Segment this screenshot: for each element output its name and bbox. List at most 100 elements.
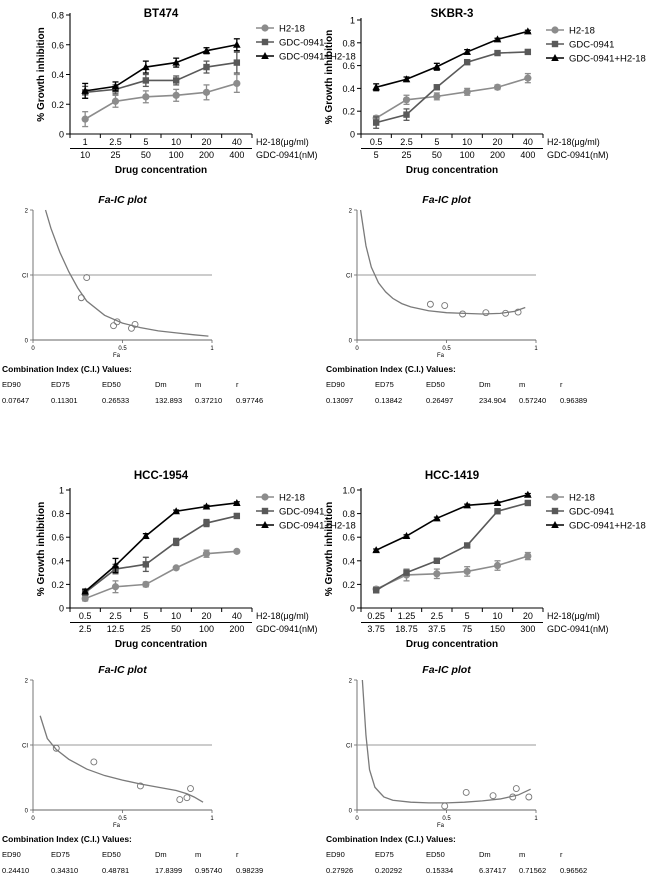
y-tick-label: 0 bbox=[59, 130, 64, 140]
x-tick-label: 0 bbox=[355, 346, 359, 352]
y-tick-label: 0.8 bbox=[51, 509, 64, 519]
data-point-gdc bbox=[524, 499, 532, 507]
ci-value: 0.26497 bbox=[426, 396, 453, 405]
x-axis-label: Drug concentration bbox=[115, 165, 207, 176]
ci-column-m: m bbox=[195, 380, 201, 389]
series-line-combo bbox=[84, 502, 237, 593]
legend-label-gdc: GDC-0941 bbox=[569, 40, 614, 51]
data-point-gdc bbox=[172, 538, 180, 546]
chart-title: HCC-1419 bbox=[425, 470, 479, 482]
row-label-h2: H2-18(μg/ml) bbox=[547, 611, 600, 621]
x-category-h2: 40 bbox=[232, 137, 242, 147]
x-category-h2: 0.25 bbox=[367, 611, 385, 621]
legend-label-combo: GDC-0941+H2-18 bbox=[279, 521, 356, 532]
x-category-h2: 10 bbox=[492, 611, 502, 621]
ci-data-point bbox=[136, 782, 144, 790]
y-tick-label: 0.4 bbox=[342, 556, 355, 566]
x-category-gdc: 5 bbox=[374, 150, 379, 160]
legend-label-combo: GDC-0941+H2-18 bbox=[569, 54, 646, 65]
ci-value: 0.20292 bbox=[375, 866, 402, 875]
x-category-gdc: 25 bbox=[401, 150, 411, 160]
data-point-combo bbox=[202, 502, 211, 510]
x-category-gdc: 100 bbox=[460, 150, 475, 160]
ci-column-ed75: ED75 bbox=[375, 850, 394, 859]
ci-data-point bbox=[441, 802, 449, 810]
data-point-h2 bbox=[111, 583, 120, 591]
data-point-combo bbox=[111, 82, 120, 90]
data-point-h2 bbox=[81, 115, 89, 123]
ci-value: 0.27926 bbox=[326, 866, 353, 875]
data-point-h2 bbox=[493, 83, 502, 91]
data-point-gdc bbox=[142, 77, 150, 84]
data-point-combo bbox=[524, 27, 532, 35]
x-tick-label: 0.5 bbox=[442, 346, 451, 352]
ci-value: 0.15334 bbox=[426, 866, 453, 875]
legend-marker-combo bbox=[261, 52, 269, 59]
y-tick-label: 2 bbox=[25, 209, 29, 215]
data-point-combo bbox=[142, 63, 150, 71]
y-tick-label: 0.2 bbox=[342, 107, 355, 117]
ci-column-r: r bbox=[236, 380, 239, 389]
data-point-gdc bbox=[142, 561, 150, 568]
ci-data-point bbox=[514, 308, 522, 316]
x-category-gdc: 10 bbox=[80, 150, 90, 160]
x-tick-label: 1 bbox=[534, 346, 538, 352]
x-category-h2: 1 bbox=[83, 137, 88, 147]
x-category-h2: 1.25 bbox=[398, 611, 416, 621]
y-tick-label: CI bbox=[346, 274, 352, 280]
y-tick-label: 1.0 bbox=[342, 486, 355, 496]
ci-table: Combination Index (C.I.) Values: ED90 ED75… bbox=[2, 834, 263, 875]
x-tick-label: 1 bbox=[210, 816, 214, 822]
data-point-combo bbox=[463, 501, 471, 509]
x-category-gdc: 200 bbox=[490, 150, 505, 160]
row-label-gdc: GDC-0941(nM) bbox=[256, 150, 318, 160]
data-point-combo bbox=[433, 62, 441, 70]
row-label-h2: H2-18(μg/ml) bbox=[256, 137, 309, 147]
data-point-gdc bbox=[463, 542, 471, 549]
data-point-gdc bbox=[403, 111, 410, 118]
x-category-h2: 20 bbox=[523, 611, 533, 621]
y-tick-label: 1 bbox=[59, 486, 64, 496]
median-effect-curve bbox=[361, 679, 531, 804]
ci-heading: Combination Index (C.I.) Values: bbox=[2, 834, 132, 844]
data-point-combo bbox=[433, 514, 441, 522]
ci-value: 17.8399 bbox=[155, 866, 182, 875]
fa-x-label: Fa bbox=[437, 353, 445, 359]
x-axis-label: Drug concentration bbox=[406, 639, 498, 650]
y-tick-label: 0 bbox=[59, 604, 64, 614]
ci-column-m: m bbox=[519, 380, 525, 389]
ci-column-dm: Dm bbox=[155, 380, 167, 389]
ci-value: 0.96562 bbox=[560, 866, 587, 875]
ci-column-ed90: ED90 bbox=[326, 380, 345, 389]
legend: H2-18 GDC-0941 GDC-0941+H2-18 bbox=[256, 24, 356, 63]
ci-column-ed50: ED50 bbox=[102, 850, 121, 859]
legend-label-h2: H2-18 bbox=[569, 26, 595, 37]
data-point-h2 bbox=[233, 547, 241, 555]
fa-ic-panel-0: Fa-IC plot 0 CI 2 0 0.5 1 Fa Combination Index (… bbox=[2, 194, 263, 405]
x-category-h2: 5 bbox=[143, 611, 148, 621]
x-tick-label: 1 bbox=[534, 816, 538, 822]
ci-value: 0.97746 bbox=[236, 396, 263, 405]
fa-ic-panel-3: Fa-IC plot 0 CI 2 0 0.5 1 Fa Combination Index (… bbox=[326, 664, 587, 875]
ci-heading: Combination Index (C.I.) Values: bbox=[2, 364, 132, 374]
fa-ic-title: Fa-IC plot bbox=[422, 194, 471, 206]
data-point-gdc bbox=[463, 58, 471, 66]
ci-data-point bbox=[462, 789, 470, 796]
series-combo bbox=[372, 27, 532, 92]
ci-value: 0.13097 bbox=[326, 396, 353, 405]
x-category-gdc: 100 bbox=[169, 150, 184, 160]
series-combo bbox=[81, 38, 241, 99]
series-gdc bbox=[81, 512, 241, 596]
data-point-gdc bbox=[372, 587, 380, 594]
x-category-gdc: 200 bbox=[199, 150, 214, 160]
y-tick-label: 2 bbox=[349, 209, 353, 215]
x-tick-label: 0 bbox=[31, 816, 35, 822]
series-gdc bbox=[372, 499, 532, 594]
y-axis-label: % Growth inhibition bbox=[324, 30, 335, 124]
x-category-h2: 2.5 bbox=[400, 137, 413, 147]
x-category-gdc: 12.5 bbox=[107, 624, 125, 634]
growth-panel-1: SKBR-3 0 0.2 0.4 0.6 0.8 1 % Growth inhibition 0… bbox=[324, 8, 646, 176]
ci-column-ed75: ED75 bbox=[375, 380, 394, 389]
y-tick-label: 1 bbox=[350, 16, 355, 26]
